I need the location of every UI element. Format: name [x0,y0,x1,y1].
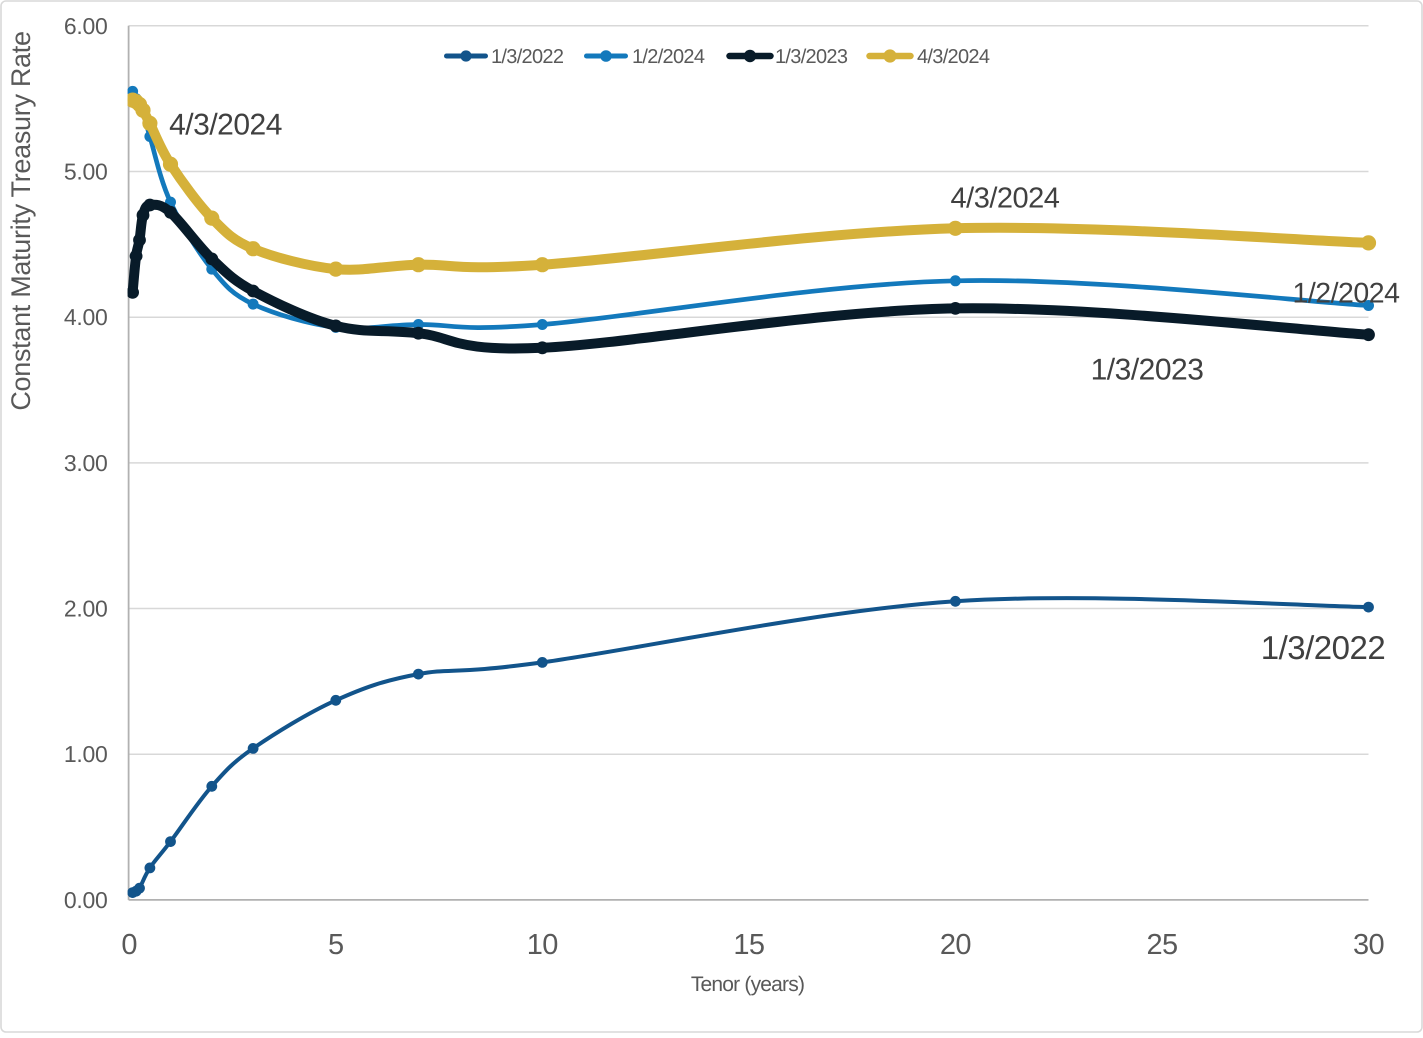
svg-text:4/3/2024: 4/3/2024 [951,183,1060,215]
svg-text:3.00: 3.00 [64,450,108,476]
svg-text:4/3/2024: 4/3/2024 [917,46,990,68]
svg-text:1/2/2024: 1/2/2024 [1293,278,1401,310]
svg-text:10: 10 [527,929,558,961]
svg-text:Tenor (years): Tenor (years) [691,973,804,996]
svg-text:Constant Maturity Treasury Rat: Constant Maturity Treasury Rate [6,31,36,410]
svg-text:1/3/2023: 1/3/2023 [1091,354,1204,387]
svg-text:20: 20 [940,929,971,961]
svg-text:15: 15 [733,929,764,961]
svg-text:30: 30 [1353,929,1384,961]
svg-text:0.00: 0.00 [64,887,108,913]
svg-text:1.00: 1.00 [64,741,108,767]
svg-text:1/3/2022: 1/3/2022 [491,46,564,68]
svg-text:1/2/2024: 1/2/2024 [632,46,705,68]
svg-text:1/3/2023: 1/3/2023 [775,46,848,68]
svg-text:5: 5 [328,929,344,961]
svg-text:2.00: 2.00 [64,596,108,622]
svg-text:0: 0 [121,929,137,961]
svg-text:25: 25 [1146,929,1177,961]
svg-text:5.00: 5.00 [64,159,108,185]
svg-text:4/3/2024: 4/3/2024 [169,109,282,142]
svg-text:1/3/2022: 1/3/2022 [1261,629,1385,666]
svg-text:6.00: 6.00 [64,13,108,39]
svg-text:4.00: 4.00 [64,304,108,330]
